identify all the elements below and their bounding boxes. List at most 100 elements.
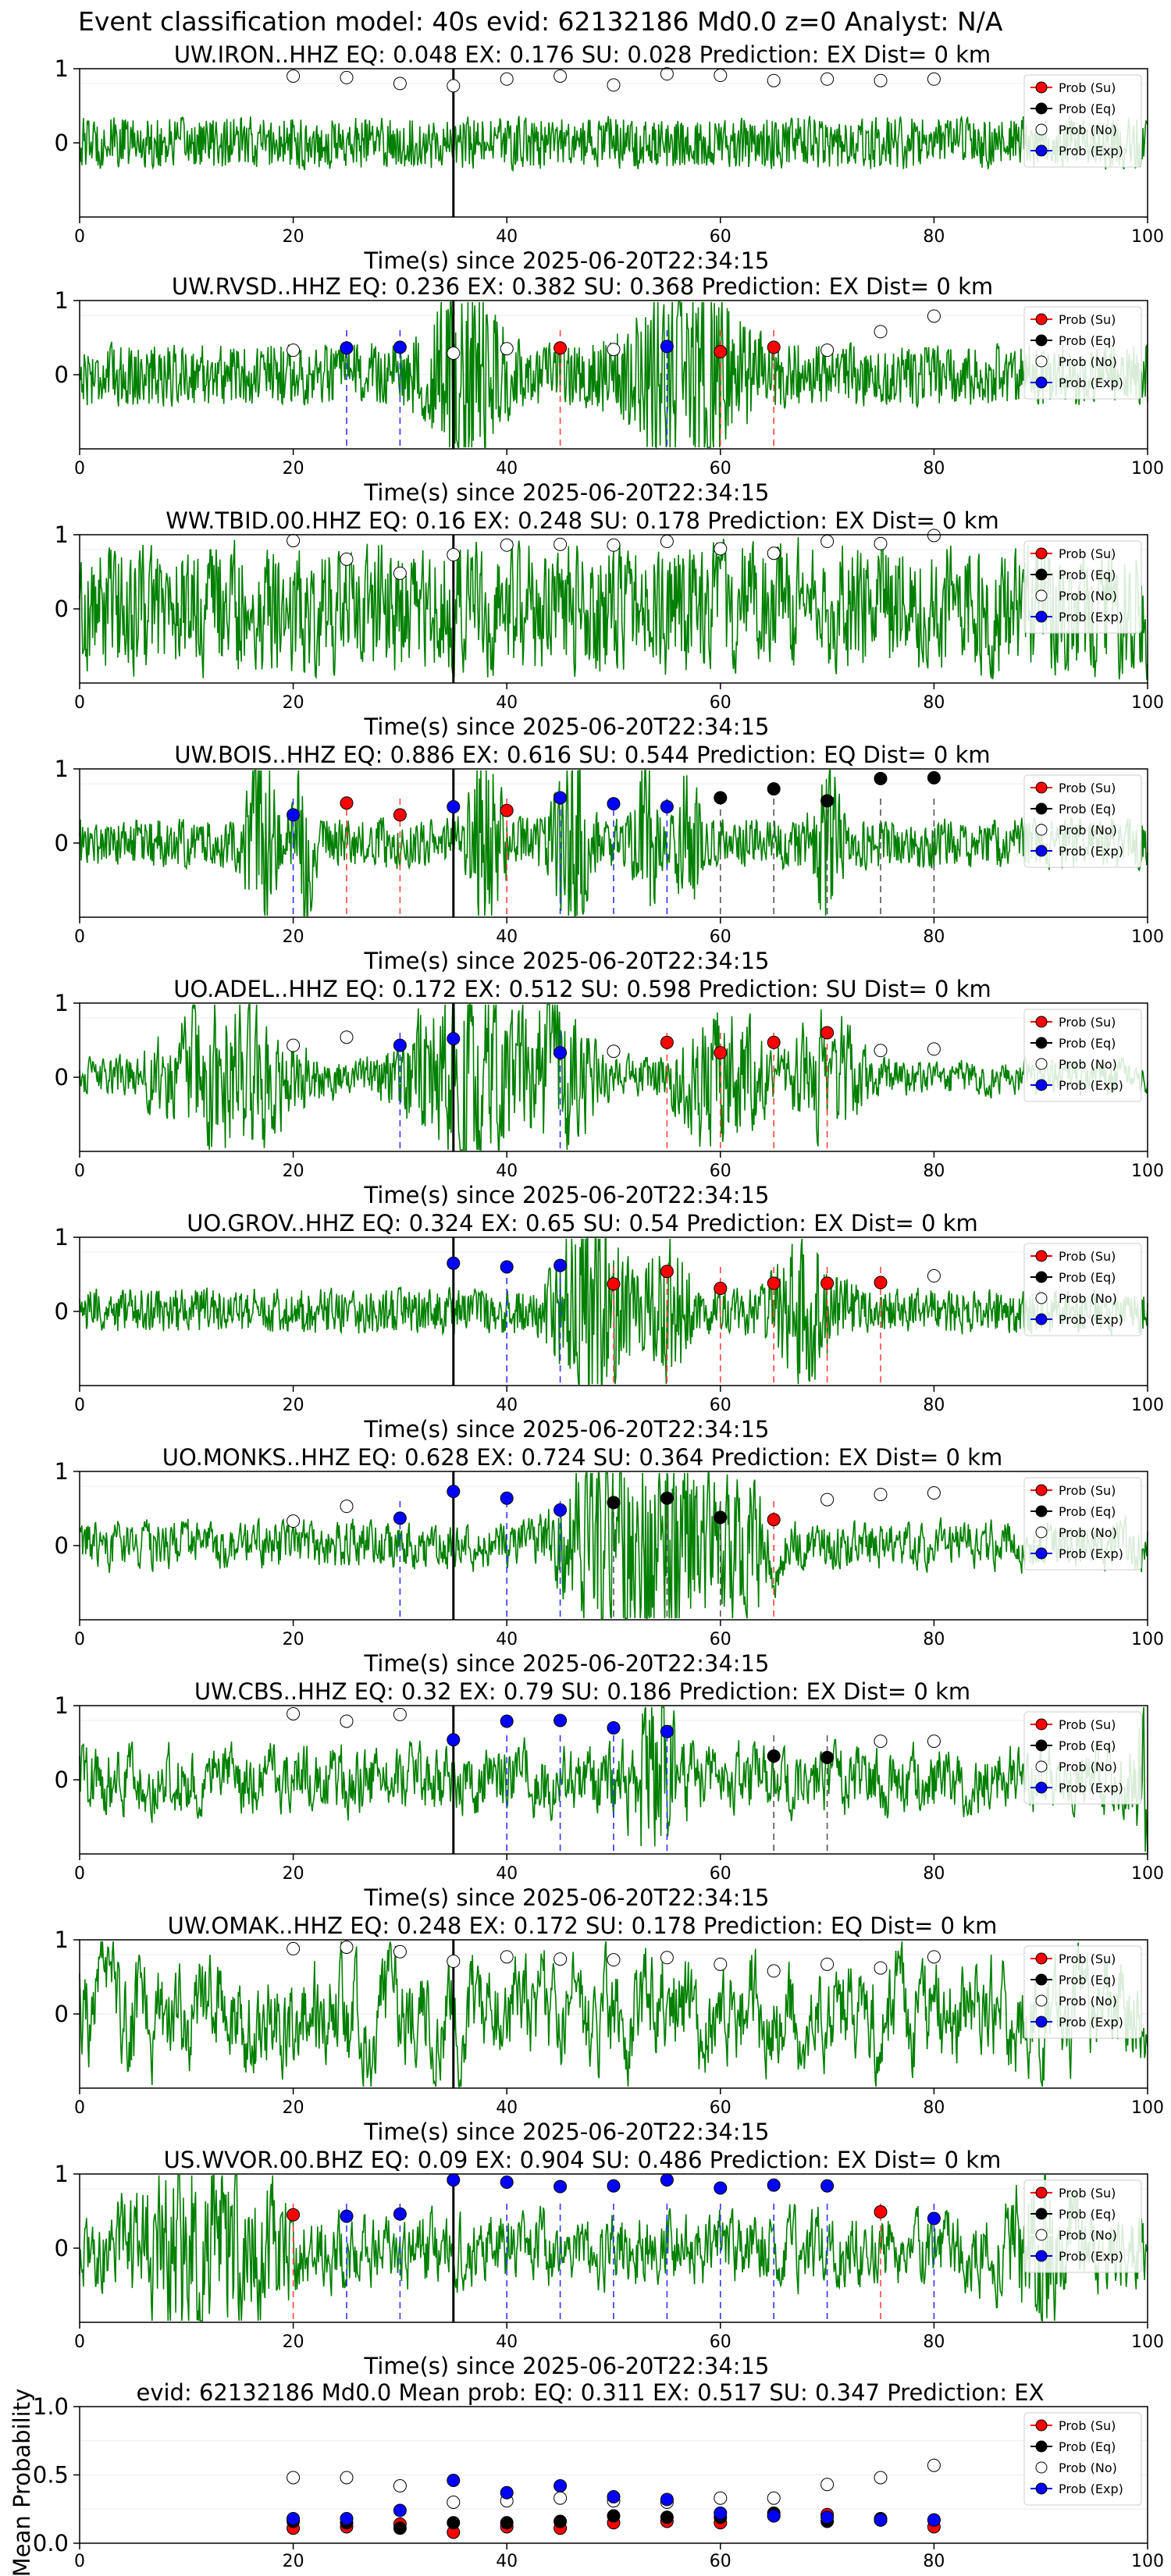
prob-marker-su: [607, 1277, 621, 1291]
x-tick-label: 40: [496, 693, 518, 713]
x-tick-label: 100: [1131, 1864, 1164, 1884]
panel-title: UW.RVSD..HHZ EQ: 0.236 EX: 0.382 SU: 0.3…: [172, 273, 993, 300]
legend-marker-eq: [1035, 1271, 1048, 1283]
y-tick-label: 1: [55, 1458, 69, 1485]
x-tick-label: 20: [283, 459, 304, 479]
prob-marker-no: [874, 1044, 888, 1058]
x-tick-label: 80: [923, 1864, 945, 1884]
x-tick-label: 20: [283, 1162, 304, 1181]
prob-marker-exp: [553, 2179, 568, 2194]
prob-marker-exp: [553, 1258, 568, 1272]
prob-marker-no: [660, 1951, 674, 1965]
legend-marker-exp: [1035, 1079, 1048, 1091]
legend-label: Prob (Exp): [1059, 144, 1123, 158]
prob-marker-no: [927, 528, 941, 543]
mean-marker-exp: [767, 2509, 781, 2523]
legend-marker-eq: [1035, 2208, 1048, 2220]
legend-label: Prob (Su): [1059, 1717, 1116, 1732]
legend-box: [1023, 306, 1142, 400]
x-tick-label: 0: [74, 1162, 85, 1181]
prob-marker-no: [767, 73, 781, 87]
x-tick-label: 20: [283, 2552, 304, 2571]
legend-label: Prob (Exp): [1059, 2482, 1123, 2496]
y-tick-label: 1: [55, 287, 69, 314]
y-tick-label: 1: [55, 1224, 69, 1251]
y-tick-label: 1: [55, 1692, 69, 1719]
x-tick-label: 0: [74, 1864, 85, 1884]
panel-title: evid: 62132186 Md0.0 Mean prob: EQ: 0.31…: [136, 2379, 1044, 2406]
prob-marker-no: [820, 535, 835, 549]
legend-marker-no: [1035, 355, 1048, 368]
prob-marker-eq: [660, 1491, 674, 1505]
y-tick-label: 0: [55, 596, 69, 622]
y-tick-label: 0: [55, 1064, 69, 1091]
prob-marker-su: [714, 1282, 728, 1296]
legend-marker-no: [1035, 1292, 1048, 1304]
mean-marker-eq: [500, 2516, 514, 2530]
prob-marker-exp: [447, 2173, 461, 2187]
prob-marker-exp: [607, 1721, 621, 1735]
prob-marker-no: [447, 1955, 461, 1969]
x-tick-label: 60: [710, 1396, 731, 1415]
prob-marker-exp: [500, 1491, 514, 1505]
prob-marker-su: [500, 803, 514, 817]
prob-marker-no: [874, 1735, 888, 1749]
legend-label: Prob (Eq): [1059, 1270, 1116, 1285]
prob-marker-no: [820, 72, 835, 86]
prob-marker-no: [927, 72, 941, 86]
x-tick-label: 60: [710, 2098, 731, 2118]
x-tick-label: 0: [74, 2098, 85, 2118]
waveform-trace: [79, 1472, 1148, 1619]
prob-marker-no: [927, 1950, 941, 1964]
prob-marker-no: [874, 73, 888, 87]
y-tick-label: 0: [55, 130, 69, 156]
prob-marker-exp: [660, 799, 674, 813]
legend-label: Prob (Exp): [1059, 1546, 1123, 1561]
station-panel: US.WVOR.00.BHZ EQ: 0.09 EX: 0.904 SU: 0.…: [55, 2147, 1164, 2379]
prob-marker-exp: [393, 1038, 407, 1052]
legend-marker-no: [1035, 2229, 1048, 2241]
prob-marker-no: [500, 342, 514, 356]
x-tick-label: 80: [923, 1396, 945, 1415]
x-tick-label: 40: [496, 2552, 518, 2571]
x-tick-label: 100: [1131, 1396, 1164, 1415]
legend-marker-su: [1035, 1016, 1048, 1028]
prob-marker-no: [447, 548, 461, 562]
prob-marker-exp: [447, 1032, 461, 1046]
legend-box: [1023, 2179, 1142, 2273]
x-tick-label: 100: [1131, 2332, 1164, 2352]
prob-marker-no: [874, 325, 888, 339]
prob-marker-no: [820, 1957, 835, 1971]
prob-marker-no: [340, 70, 354, 84]
legend-marker-no: [1035, 589, 1048, 602]
prob-marker-su: [553, 341, 568, 355]
prob-marker-su: [874, 2204, 888, 2218]
station-panel: WW.TBID.00.HHZ EQ: 0.16 EX: 0.248 SU: 0.…: [55, 507, 1164, 740]
waveform-trace: [79, 1238, 1148, 1385]
prob-marker-no: [500, 538, 514, 552]
legend-label: Prob (No): [1059, 354, 1117, 369]
prob-marker-no: [820, 343, 835, 358]
x-tick-label: 20: [283, 227, 304, 247]
mean-marker-no: [927, 2458, 941, 2472]
prob-marker-exp: [553, 1713, 568, 1727]
prob-marker-no: [393, 76, 407, 91]
panel-title: US.WVOR.00.BHZ EQ: 0.09 EX: 0.904 SU: 0.…: [164, 2147, 1002, 2173]
prob-marker-no: [287, 1941, 301, 1955]
legend-label: Prob (No): [1059, 589, 1117, 603]
station-panel: UW.BOIS..HHZ EQ: 0.886 EX: 0.616 SU: 0.5…: [55, 742, 1164, 974]
y-tick-label: 1.0: [33, 2393, 69, 2420]
y-tick-label: 0.0: [33, 2530, 69, 2556]
legend-marker-no: [1035, 1526, 1048, 1539]
prob-marker-su: [820, 1026, 835, 1040]
legend-marker-exp: [1035, 2250, 1048, 2262]
mean-marker-exp: [500, 2485, 514, 2500]
x-tick-label: 20: [283, 2332, 304, 2352]
prob-marker-exp: [767, 2178, 781, 2192]
prob-marker-exp: [447, 1733, 461, 1747]
legend-marker-eq: [1035, 1505, 1048, 1517]
x-tick-label: 40: [496, 227, 518, 247]
prob-marker-su: [660, 1265, 674, 1279]
legend-box: [1023, 74, 1142, 168]
